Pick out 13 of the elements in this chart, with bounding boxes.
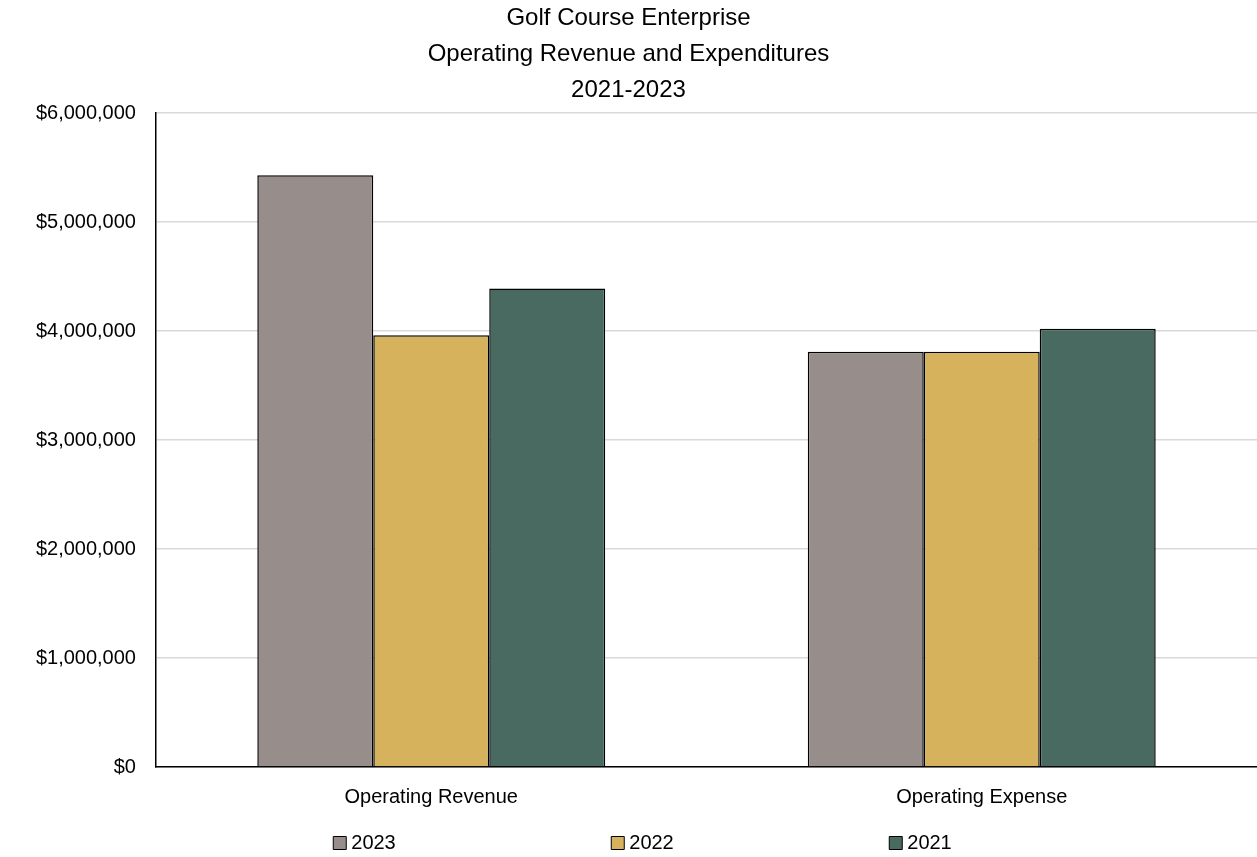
legend-label: 2022 — [629, 830, 674, 853]
legend-label: 2021 — [907, 830, 952, 853]
chart-title: Golf Course Enterprise Operating Revenue and Expenditures 2021-2023 — [427, 2, 830, 102]
y-tick-label: $5,000,000 — [35, 209, 136, 232]
y-tick-label: $4,000,000 — [35, 318, 136, 341]
y-tick-label: $0 — [113, 754, 136, 777]
legend-label: 2023 — [351, 830, 396, 853]
y-tick-label: $2,000,000 — [35, 536, 136, 559]
x-tick-label: Operating Expense — [896, 784, 1068, 807]
y-tick-label: $3,000,000 — [35, 427, 136, 450]
y-tick-label: $6,000,000 — [35, 100, 136, 123]
x-tick-label: Operating Revenue — [344, 784, 518, 807]
y-tick-label: $1,000,000 — [35, 645, 136, 668]
